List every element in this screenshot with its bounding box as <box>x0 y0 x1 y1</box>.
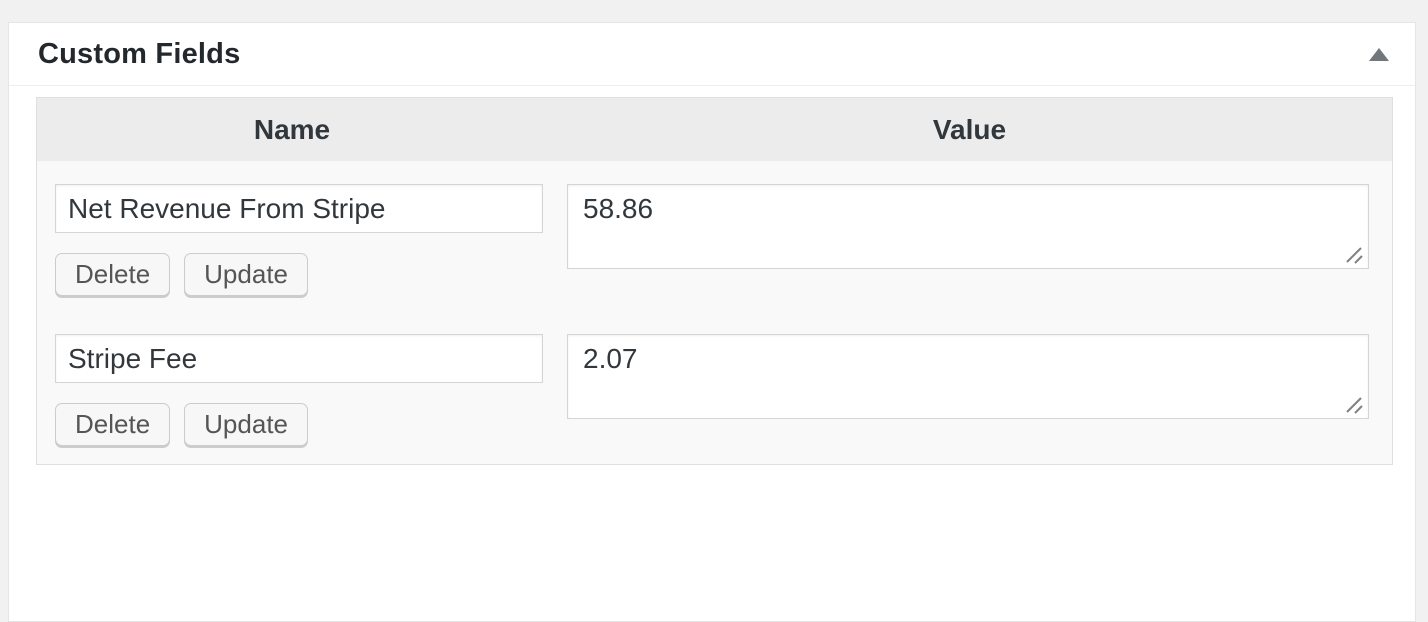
resize-handle-icon[interactable] <box>1344 245 1366 265</box>
column-header-name: Name <box>253 113 331 145</box>
field-name-input[interactable] <box>55 184 543 233</box>
table-row: Delete Update 2.07 <box>37 311 1392 464</box>
delete-button[interactable]: Delete <box>55 403 171 446</box>
name-cell: Delete Update <box>37 311 547 464</box>
panel-header: Custom Fields <box>9 23 1415 86</box>
collapse-panel-button[interactable] <box>1357 32 1401 76</box>
delete-button[interactable]: Delete <box>55 253 171 296</box>
resize-handle-icon[interactable] <box>1344 395 1366 415</box>
field-value-textarea[interactable]: 2.07 <box>567 334 1369 419</box>
value-cell: 58.86 <box>547 161 1392 311</box>
table-header-row: Name Value <box>37 98 1392 161</box>
field-value-textarea[interactable]: 58.86 <box>567 184 1369 269</box>
update-button[interactable]: Update <box>184 253 308 296</box>
field-name-input[interactable] <box>55 334 543 383</box>
panel-title: Custom Fields <box>38 37 241 70</box>
update-button[interactable]: Update <box>184 403 308 446</box>
triangle-up-icon <box>1369 47 1389 61</box>
row-actions: Delete Update <box>55 253 547 296</box>
column-header-value: Value <box>932 113 1007 145</box>
panel-body: Name Value Delete Update 58.86 <box>9 86 1415 485</box>
row-actions: Delete Update <box>55 403 547 446</box>
table-row: Delete Update 58.86 <box>37 161 1392 311</box>
custom-fields-table: Name Value Delete Update 58.86 <box>36 97 1393 465</box>
name-cell: Delete Update <box>37 161 547 311</box>
value-cell: 2.07 <box>547 311 1392 464</box>
custom-fields-panel: Custom Fields Name Value Delete Update <box>8 22 1416 622</box>
